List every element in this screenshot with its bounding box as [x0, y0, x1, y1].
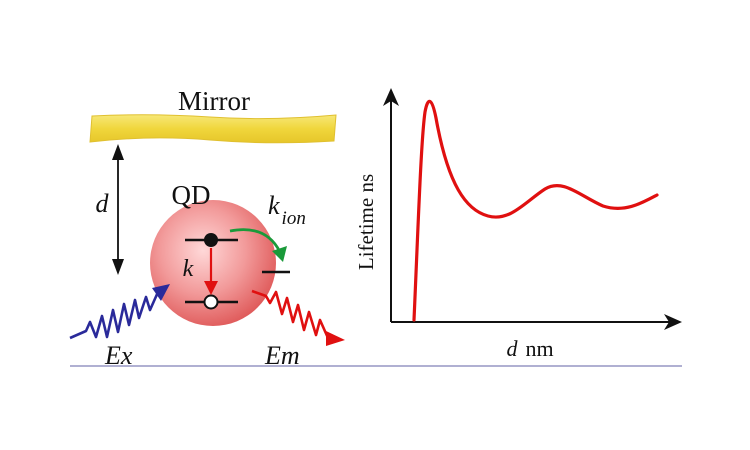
y-axis-arrow: [383, 88, 399, 106]
x-axis-label: d nm: [506, 336, 553, 361]
electron: [204, 233, 218, 247]
emission-arrow-head: [326, 331, 345, 346]
emission-wave: [251, 289, 330, 339]
quantum-dot: [150, 200, 276, 326]
radiative-decay-arrow-head: [204, 281, 218, 295]
lifetime-curve: [412, 99, 659, 322]
mirror-label: Mirror: [178, 86, 250, 116]
x-axis-variable: d: [506, 336, 518, 361]
ionization-rate-label: k ion: [268, 191, 306, 229]
ionization-rate-symbol: k: [268, 191, 280, 220]
x-axis-unit: nm: [525, 336, 553, 361]
distance-label: d: [96, 189, 110, 218]
ionization-arrow-head: [272, 246, 287, 262]
distance-arrow-head-bottom: [112, 259, 124, 275]
emission-label: Em: [264, 341, 300, 370]
ionization-arrow: [229, 228, 282, 253]
radiative-rate-label: k: [183, 256, 194, 282]
qd-label: QD: [172, 180, 211, 210]
excitation-label: Ex: [104, 341, 133, 370]
excitation-arrow-head: [152, 284, 170, 301]
mirror-slab: [89, 114, 337, 144]
ionization-rate-subscript: ion: [282, 208, 306, 229]
hole: [203, 294, 219, 310]
y-axis-label: Lifetime ns: [354, 174, 378, 270]
x-axis-arrow: [664, 314, 682, 330]
distance-arrow-head-top: [112, 144, 124, 160]
excitation-wave: [69, 291, 160, 340]
